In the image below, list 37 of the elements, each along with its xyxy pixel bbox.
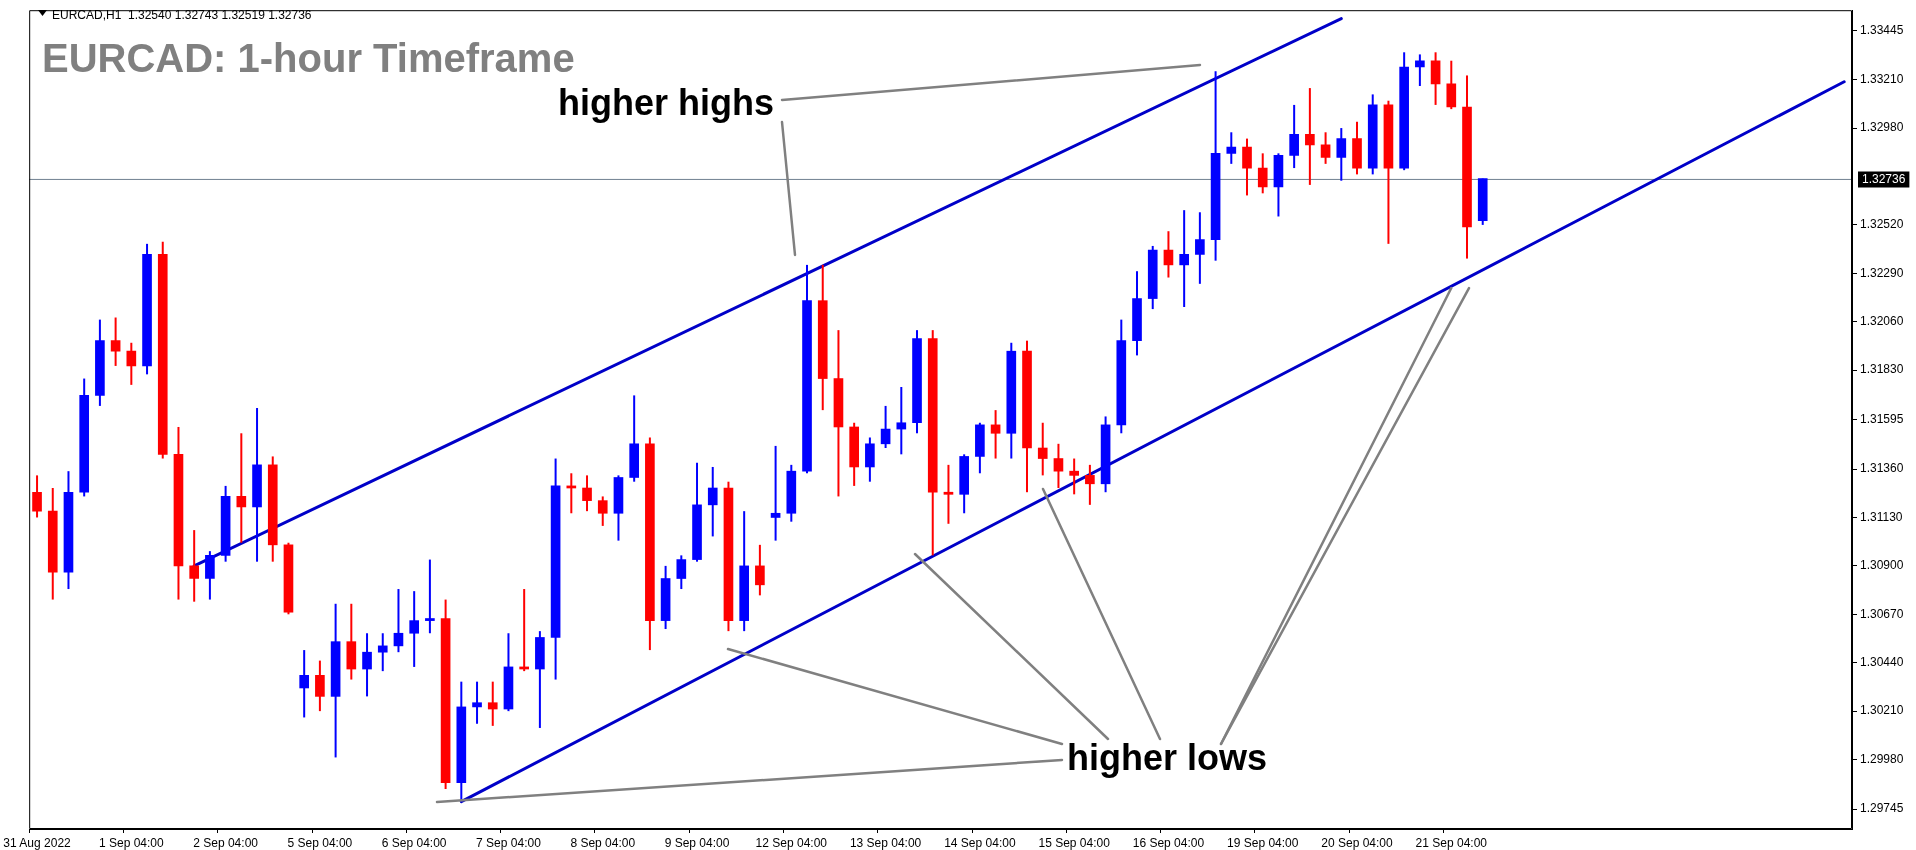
ref-line-label: 1.32736 xyxy=(1862,171,1906,186)
x-tick-label: 12 Sep 04:00 xyxy=(755,835,828,850)
x-tick-label: 15 Sep 04:00 xyxy=(1038,835,1111,850)
y-tick-label: 1.31360 xyxy=(1860,461,1904,476)
annotation: higher highs xyxy=(558,82,774,123)
y-tick-label: 1.32290 xyxy=(1860,265,1904,280)
x-tick-label: 13 Sep 04:00 xyxy=(849,835,922,850)
y-tick-label: 1.29745 xyxy=(1860,801,1904,816)
y-tick-label: 1.29980 xyxy=(1860,751,1904,766)
text: EURCAD: 1-hour Timeframe xyxy=(42,36,575,80)
x-tick-label: 21 Sep 04:00 xyxy=(1415,835,1488,850)
y-tick-label: 1.31595 xyxy=(1860,411,1904,426)
y-tick-label: 1.30440 xyxy=(1860,655,1904,670)
annotation: higher lows xyxy=(1067,737,1268,778)
y-tick-label: 1.30210 xyxy=(1860,703,1904,718)
y-tick-label: 1.30670 xyxy=(1860,606,1904,621)
y-tick-label: 1.32060 xyxy=(1860,314,1904,329)
y-tick-label: 1.32520 xyxy=(1860,217,1904,232)
x-tick-label: 31 Aug 2022 xyxy=(3,835,72,850)
x-tick-label: 16 Sep 04:00 xyxy=(1132,835,1205,850)
y-tick-label: 1.30900 xyxy=(1860,558,1904,573)
x-tick-label: 14 Sep 04:00 xyxy=(944,835,1016,850)
x-tick-label: 8 Sep 04:00 xyxy=(570,835,636,850)
y-tick-label: 1.33445 xyxy=(1860,22,1904,37)
x-tick-label: 20 Sep 04:00 xyxy=(1321,835,1394,850)
y-tick-label: 1.33210 xyxy=(1860,71,1904,86)
x-tick-label: 2 Sep 04:00 xyxy=(193,835,259,850)
x-tick-label: 9 Sep 04:00 xyxy=(664,835,730,850)
x-tick-label: 1 Sep 04:00 xyxy=(98,835,165,850)
y-tick-label: 1.32980 xyxy=(1860,120,1904,135)
x-tick-label: 6 Sep 04:00 xyxy=(381,835,447,850)
x-tick-label: 7 Sep 04:00 xyxy=(476,835,542,850)
annotation: EURCAD,H1 1.32540 1.32743 1.32519 1.32736 xyxy=(52,8,312,22)
x-tick-label: 19 Sep 04:00 xyxy=(1227,835,1299,850)
x-tick-label: 5 Sep 04:00 xyxy=(287,835,353,850)
y-tick-label: 1.31130 xyxy=(1860,509,1903,524)
y-tick-label: 1.31830 xyxy=(1860,362,1904,377)
